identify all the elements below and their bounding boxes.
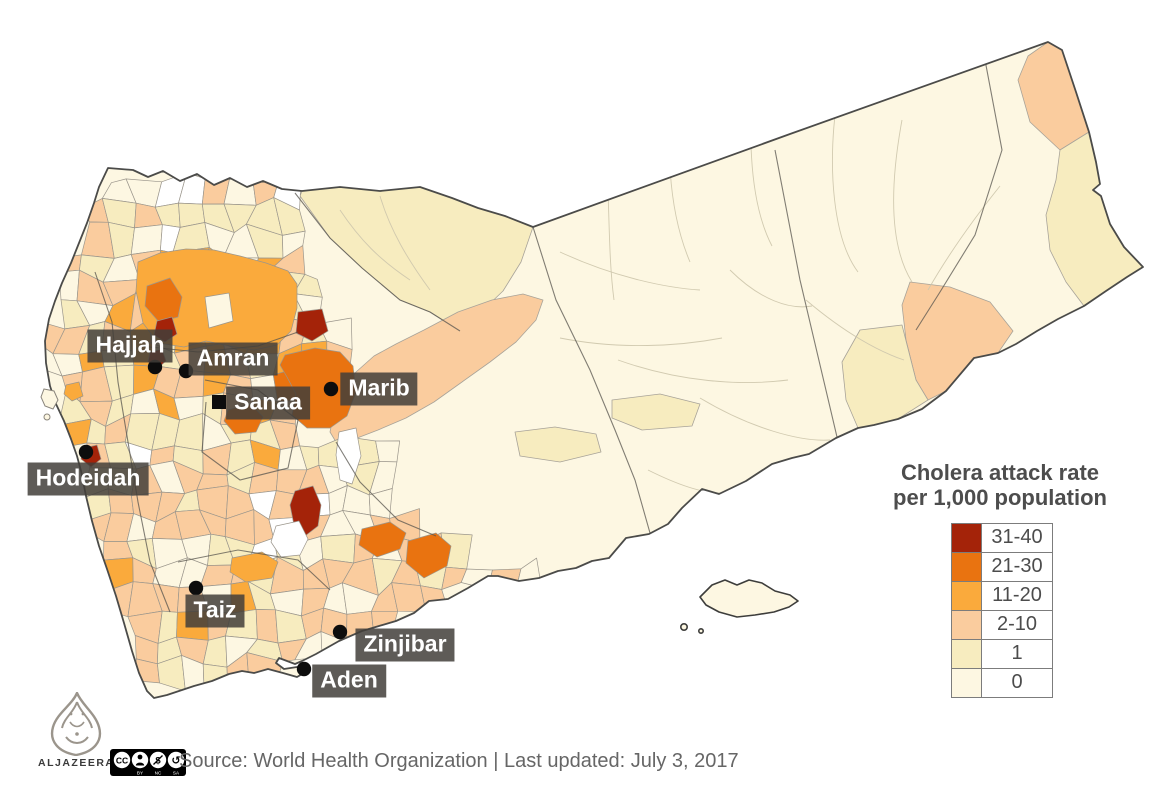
svg-text:$: $ [155,756,161,767]
legend-swatch [951,522,982,553]
kamaran-island [40,388,59,410]
city-marker-taiz [188,580,204,596]
city-label-zinjibar: Zinjibar [355,628,455,662]
legend-swatch [951,667,982,698]
city-marker-aden [296,661,312,677]
district-cell [487,568,522,596]
city-marker-marib [323,381,339,397]
legend-class-label: 31-40 [981,522,1053,553]
district-cell [56,254,82,273]
district-cell [255,609,279,644]
legend-swatch [951,551,982,582]
city-label-taiz: Taiz [185,594,245,628]
city-label-aden: Aden [312,664,386,698]
socotra-island [699,579,799,618]
city-marker-zinjibar [332,624,348,640]
small-island [43,413,51,421]
svg-text:NC: NC [155,771,162,776]
legend-class-label: 11-20 [981,580,1053,611]
highlight-districts [63,248,452,583]
legend: Cholera attack rate per 1,000 population… [880,460,1120,698]
legend-class-label: 21-30 [981,551,1053,582]
legend-row: 21-30 [951,551,1055,582]
svg-text:SA: SA [173,771,180,776]
svg-text:↺: ↺ [171,754,180,767]
source-attribution: Source: World Health Organization | Last… [179,750,739,772]
cc-sa-icon [167,751,185,769]
aljazeera-logo [50,692,102,756]
city-marker-hajjah [147,359,163,375]
city-label-sanaa: Sanaa [226,386,310,420]
legend-class-label: 1 [981,638,1053,669]
district-cell [202,663,229,691]
district-cell [130,224,163,255]
district-cell [58,269,80,302]
legend-rows: 31-40 21-30 11-20 2-10 1 0 [951,522,1055,698]
cc-icon [113,751,131,769]
legend-swatch [951,609,982,640]
cc-by-person-icon [131,751,149,769]
city-label-hajjah: Hajjah [87,329,173,363]
islet [679,622,688,631]
legend-title-line1: Cholera attack rate [900,460,1100,485]
legend-row: 2-10 [951,609,1055,640]
legend-row: 1 [951,638,1055,669]
legend-title-line2: per 1,000 population [893,485,1107,511]
district-cell [375,440,401,463]
cc-license-badge: CC $ ↺ BY NC SA [110,749,186,776]
legend-class-label: 0 [981,667,1053,698]
city-label-amran: Amran [188,342,278,376]
city-label-marib: Marib [340,372,418,406]
legend-row: 11-20 [951,580,1055,611]
aljazeera-wordmark: ALJAZEERA [38,757,115,769]
legend-row: 31-40 [951,522,1055,553]
legend-row: 0 [951,667,1055,698]
city-marker-sanaa [212,395,226,409]
city-marker-hodeidah [78,444,94,460]
legend-swatch [951,580,982,611]
district-cell [320,533,356,564]
legend-class-label: 2-10 [981,609,1053,640]
legend-title: Cholera attack rate per 1,000 population [880,460,1120,511]
city-label-hodeidah: Hodeidah [27,462,149,496]
islands [40,388,799,634]
islet [697,627,704,634]
svg-text:BY: BY [137,771,143,776]
legend-swatch [951,638,982,669]
governorate-boundaries [94,59,1003,613]
svg-text:CC: CC [116,755,128,765]
country-outline [44,41,1144,699]
